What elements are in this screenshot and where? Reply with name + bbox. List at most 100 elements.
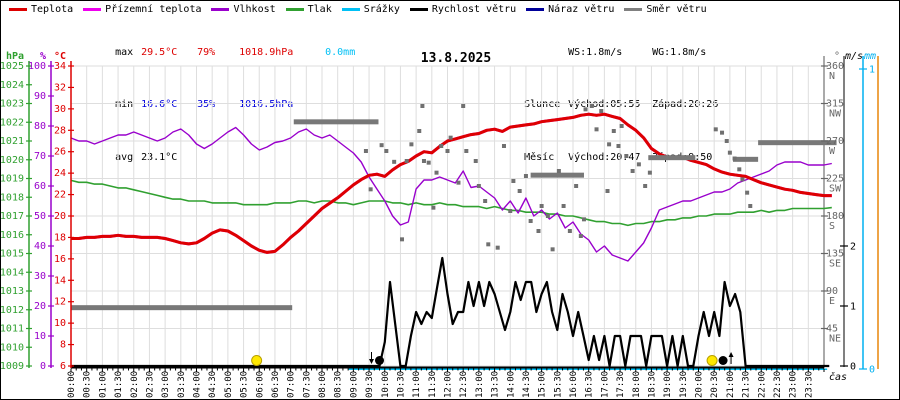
stats-max-label: max — [115, 46, 134, 58]
wind-direction-point — [720, 130, 725, 135]
legend-item-0: Teplota — [9, 4, 73, 15]
wind-direction-point — [583, 107, 588, 112]
wind-summary-row: WS:1.8m/s WG:1.8m/s — [488, 37, 732, 69]
axis-tick-label: 50 — [34, 211, 46, 222]
wind-tick-label: 1 — [850, 302, 856, 313]
legend-label: Teplota — [31, 4, 74, 15]
direction-tick-label: 45 — [826, 324, 838, 335]
axis-tick-label: 18 — [54, 232, 66, 243]
wind-direction-point — [574, 184, 579, 188]
axis-tick-label: 12 — [54, 297, 66, 308]
direction-tick-label: 90 — [826, 286, 838, 297]
wind-direction-bar — [733, 156, 759, 162]
wind-direction-point — [464, 149, 469, 153]
x-axis-title: čas — [829, 371, 847, 383]
wind-direction-point — [476, 184, 481, 188]
stats-min-humidity: 35% — [197, 99, 216, 110]
wind-direction-point — [517, 189, 522, 193]
legend: Teplota Přízemní teplota Vlhkost Tlak Srážky… — [9, 4, 707, 15]
stats-max-humidity: 79% — [197, 46, 216, 58]
x-tick-label: 14:00 — [506, 371, 516, 398]
direction-compass-label: NW — [829, 109, 842, 120]
legend-swatch — [211, 8, 230, 11]
x-tick-label: 20:30 — [710, 371, 720, 398]
axis-tick-label: 26 — [54, 147, 66, 158]
axis-tick-label: 32 — [54, 82, 66, 93]
wind-direction-point — [594, 127, 599, 132]
axis-tick-label: 30 — [34, 271, 46, 282]
precip-tick-label: 1 — [869, 65, 875, 76]
wind-direction-point — [605, 189, 610, 193]
x-tick-label: 12:30 — [459, 371, 469, 398]
wind-direction-point — [536, 229, 541, 233]
legend-item-4: Srážky — [341, 4, 400, 15]
stats-block: max 29.5°C 79% 1018.9hPa 0.0mm min 16.6°C 35% 1… — [79, 16, 385, 195]
legend-label: Náraz větru — [548, 4, 615, 15]
stats-min-label: min — [115, 99, 134, 110]
wind-direction-point — [392, 159, 397, 164]
axis-tick-label: 1022 — [1, 117, 24, 128]
wind-direction-point — [483, 199, 488, 203]
moon-label: Měsíc — [524, 151, 555, 163]
x-tick-label: 07:30 — [302, 371, 312, 398]
axis-title: °C — [54, 51, 66, 62]
series-rychlost-v-tru — [71, 256, 830, 368]
direction-compass-label: E — [829, 296, 835, 307]
legend-swatch — [9, 8, 27, 11]
wind-direction-bar — [530, 172, 584, 178]
axis-tick-label: 6 — [60, 361, 66, 372]
wind-direction-point — [611, 129, 616, 133]
wind-direction-point — [426, 160, 431, 165]
wind-direction-point — [379, 143, 384, 148]
axis-tick-label: 1012 — [1, 305, 24, 316]
axis-tick-label: 70 — [34, 151, 46, 162]
wind-tick-label: 2 — [850, 242, 856, 253]
axis-tick-label: 1020 — [1, 155, 24, 166]
wind-direction-point — [501, 144, 506, 148]
x-tick-label: 12:00 — [444, 371, 454, 398]
x-tick-label: 23:30 — [804, 371, 814, 398]
wind-direction-point — [363, 149, 368, 153]
wind-direction-point — [448, 135, 453, 140]
axis-tick-label: 1017 — [1, 211, 24, 222]
wind-direction-point — [624, 154, 629, 158]
legend-label: Srážky — [363, 4, 400, 15]
legend-item-2: Vlhkost — [211, 4, 276, 15]
stats-max-temp: 29.5°C — [141, 46, 178, 58]
x-tick-label: 22:30 — [773, 371, 783, 398]
axis-tick-label: 1010 — [1, 342, 24, 353]
x-tick-label: 01:00 — [98, 371, 108, 398]
wind-direction-point — [486, 242, 491, 247]
axis-tick-label: 30 — [54, 104, 66, 115]
wind-direction-point — [567, 229, 572, 233]
stats-max-pressure: 1018.9hPa — [239, 46, 294, 58]
sun-label: Slunce — [524, 99, 561, 110]
wind-direction-point — [400, 237, 405, 242]
direction-compass-label: NE — [829, 334, 841, 345]
wind-direction-point — [599, 109, 604, 113]
direction-tick-label: 135 — [826, 249, 844, 260]
wind-direction-point — [713, 127, 718, 132]
wind-direction-point — [581, 217, 586, 222]
sunset-time: Západ:20:26 — [652, 99, 719, 110]
wind-direction-point — [539, 204, 544, 208]
x-tick-label: 08:30 — [334, 371, 344, 398]
x-tick-label: 15:30 — [553, 371, 563, 398]
wind-direction-point — [647, 170, 652, 175]
wind-direction-point — [727, 150, 732, 155]
wind-direction-point — [745, 190, 750, 195]
wind-direction-point — [724, 139, 729, 143]
axis-tick-label: 1016 — [1, 230, 24, 241]
legend-item-5: Rychlost větru — [409, 4, 516, 15]
legend-swatch — [83, 8, 102, 11]
wind-direction-point — [545, 214, 550, 218]
axis-tick-label: 10 — [34, 331, 46, 342]
wind-direction-point — [737, 167, 742, 172]
x-tick-label: 10:00 — [381, 371, 391, 398]
series-tlak — [70, 179, 832, 227]
wind-gust-summary: WG:1.8m/s — [652, 46, 707, 58]
wind-direction-point — [550, 247, 555, 252]
stats-avg-temp: 23.1°C — [141, 151, 178, 163]
axis-tick-label: 90 — [34, 91, 46, 102]
x-tick-label: 03:30 — [177, 371, 187, 398]
